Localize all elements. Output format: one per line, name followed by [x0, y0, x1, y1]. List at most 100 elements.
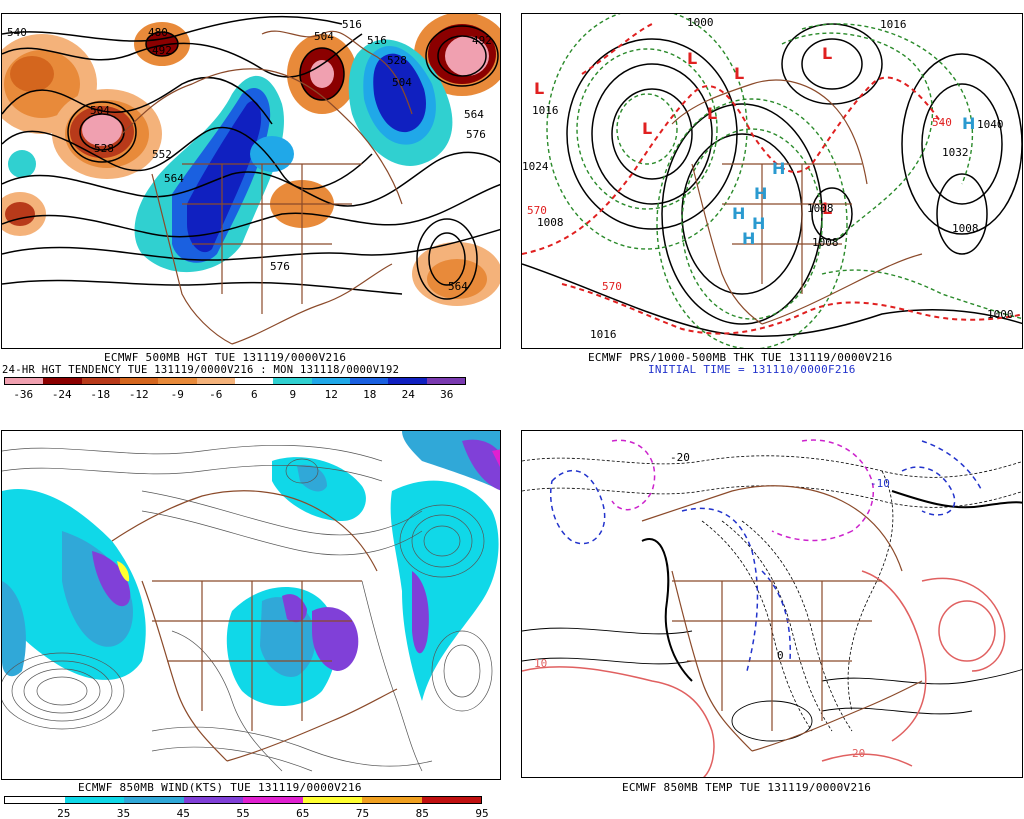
contour-label: 504	[392, 76, 412, 89]
thickness-labels: 570 540 570	[527, 116, 952, 293]
contour-label: 552	[152, 148, 172, 161]
colorbar-swatch	[81, 378, 120, 384]
isobar-label: 1032	[942, 146, 969, 159]
colorbar-tick-label: 12	[324, 388, 338, 401]
colorbar-tick-label: 18	[363, 388, 377, 401]
colorbar-swatch	[362, 797, 422, 803]
temp-labels: -20 -10 0 10 20	[534, 451, 890, 760]
high-center: H	[772, 159, 785, 178]
coastlines	[121, 30, 413, 345]
colorbar-tick-label: -18	[90, 388, 111, 401]
temp-label: -20	[670, 451, 690, 464]
colorbar-swatch	[5, 797, 65, 803]
colorbar-tick-label: -6	[209, 388, 223, 401]
contour-label: 516	[342, 18, 362, 31]
temp-label: 20	[852, 747, 865, 760]
title-500mb: ECMWF 500MB HGT TUE 131119/0000V216	[104, 351, 347, 364]
temp-label: -10	[870, 477, 890, 490]
colorbar-tick-label: 95	[475, 807, 489, 819]
contour-label: 528	[387, 54, 407, 67]
isobar-label: 1024	[522, 160, 549, 173]
temp-negative	[550, 440, 983, 672]
colorbar-tick-label: -24	[51, 388, 72, 401]
thickness-label: 570	[527, 204, 547, 217]
isobars	[522, 23, 1022, 337]
temp-contours-solid	[522, 627, 1022, 742]
subtitle-mslp: INITIAL TIME = 131110/0000F216	[648, 363, 856, 376]
colorbar-swatch	[158, 378, 197, 384]
title-850mb-wind: ECMWF 850MB WIND(KTS) TUE 131119/0000V21…	[78, 781, 362, 794]
isobar-label: 1016	[532, 104, 559, 117]
colorbar-tick-label: 55	[236, 807, 250, 819]
map-850mb-wind-svg	[2, 431, 500, 772]
colorbar-tick-label: 6	[250, 388, 258, 401]
isobar-label: 1016	[590, 328, 617, 341]
low-center: L	[534, 79, 544, 98]
low-center: L	[707, 104, 717, 123]
contour-label: 576	[466, 128, 486, 141]
colorbar-swatch	[183, 797, 243, 803]
pressure-centers: L L L L L L L H H H H H H	[534, 44, 975, 248]
contour-label: 540	[7, 26, 27, 39]
colorbar-tick-label: 36	[440, 388, 454, 401]
panel-850mb-wind: ECMWF 850MB WIND(KTS) TUE 131119/0000V21…	[0, 410, 512, 819]
contour-label: 492	[472, 34, 492, 47]
colorbar-swatch	[5, 378, 44, 384]
low-center: L	[734, 64, 744, 83]
panel-850mb-temp: -20 -10 0 10 20 ECMWF 850MB TEMP TUE 131…	[512, 410, 1024, 819]
isobar-label: 1000	[687, 16, 714, 29]
contour-label: 504	[314, 30, 334, 43]
map-850mb-temp: -20 -10 0 10 20	[521, 430, 1023, 778]
high-center: H	[742, 229, 755, 248]
title-mslp: ECMWF PRS/1000-500MB THK TUE 131119/0000…	[588, 351, 893, 364]
colorbar-850mb-wind	[4, 796, 482, 804]
panel-mslp-thickness: L L L L L L L H H H H H H 1000 1008 1016…	[512, 0, 1024, 410]
temp-zero-line	[641, 490, 1022, 682]
colorbar-tick-label: 25	[57, 807, 71, 819]
isobar-label: 1008	[537, 216, 564, 229]
colorbar-swatch	[302, 797, 362, 803]
colorbar-tick-label: -12	[128, 388, 149, 401]
isobar-label: 1008	[952, 222, 979, 235]
colorbar-swatch	[243, 797, 303, 803]
colorbar-tick-label: -9	[170, 388, 184, 401]
low-center: L	[822, 199, 832, 218]
low-center: L	[687, 49, 697, 68]
colorbar-swatch	[426, 378, 465, 384]
map-mslp: L L L L L L L H H H H H H 1000 1008 1016…	[521, 13, 1023, 349]
colorbar-swatch	[311, 378, 350, 384]
contour-label: 564	[448, 280, 468, 293]
colorbar-tick-label: -36	[13, 388, 34, 401]
colorbar-tick-label: 35	[116, 807, 131, 819]
contour-label: 504	[90, 104, 110, 117]
colorbar-tick-label: 75	[355, 807, 370, 819]
contour-label: 480	[148, 26, 168, 39]
streamlines	[2, 444, 493, 772]
map-850mb-wind	[1, 430, 501, 780]
low-center: L	[822, 44, 832, 63]
temp-label: 0	[777, 649, 784, 662]
colorbar-swatch	[273, 378, 312, 384]
colorbar-500mb	[4, 377, 466, 385]
temp-very-cold	[611, 439, 874, 542]
contour-label: 528	[94, 142, 114, 155]
low-center: L	[642, 119, 652, 138]
colorbar-swatch	[388, 378, 427, 384]
contour-label: 576	[270, 260, 290, 273]
isobars-green-dashed	[546, 14, 1022, 348]
colorbar-tick-label: 24	[401, 388, 415, 401]
contour-label: 564	[464, 108, 484, 121]
colorbar-tick-label: 9	[289, 388, 297, 401]
isobar-label: 1040	[977, 118, 1004, 131]
map-mslp-svg: L L L L L L L H H H H H H 1000 1008 1016…	[522, 14, 1022, 348]
colorbar-swatch	[196, 378, 235, 384]
high-center: H	[754, 184, 767, 203]
high-center: H	[752, 214, 765, 233]
map-500mb: 540 516 504 492 480 504 528 552 564 576 …	[1, 13, 501, 349]
contour-label: 564	[164, 172, 184, 185]
colorbar-tick-label: 45	[176, 807, 190, 819]
contour-label: 516	[367, 34, 387, 47]
isobar-label: 1000	[987, 308, 1014, 321]
contour-label: 492	[152, 44, 172, 57]
colorbar-swatch	[64, 797, 124, 803]
